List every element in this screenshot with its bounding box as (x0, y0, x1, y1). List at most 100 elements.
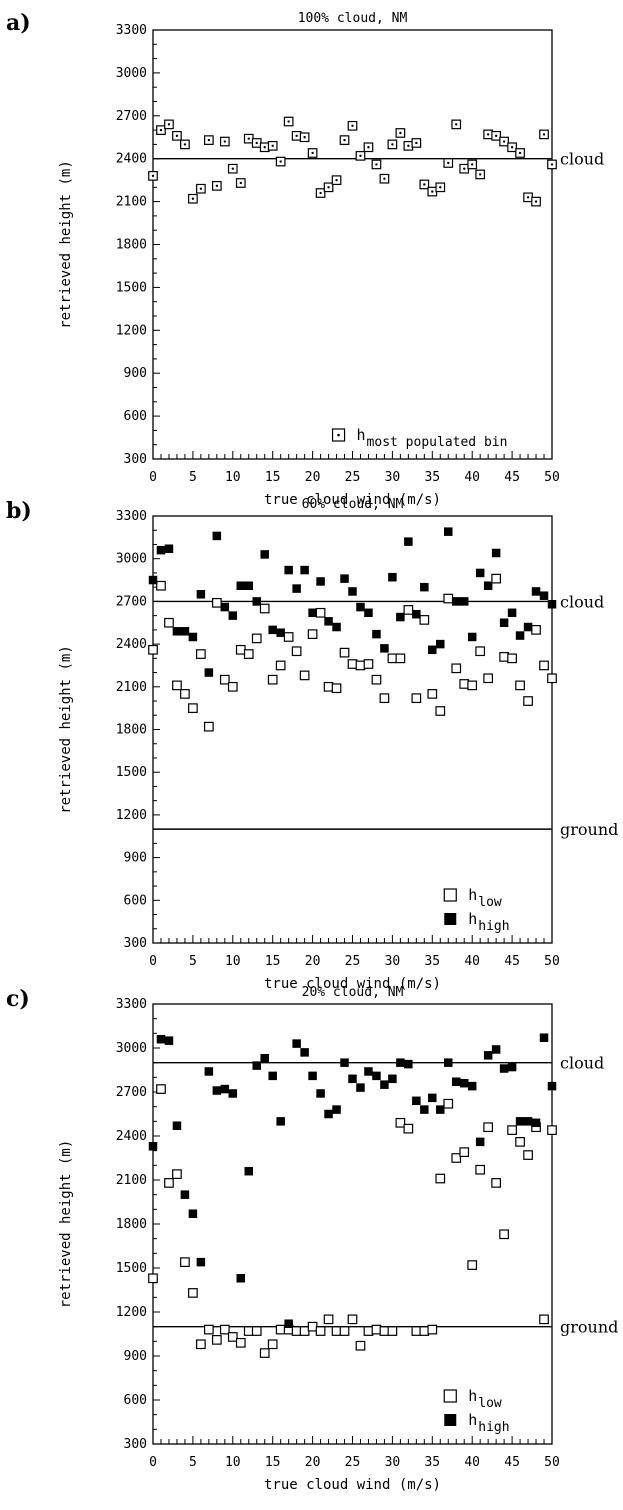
x-tick-label: 25 (345, 954, 361, 969)
x-tick-label: 45 (504, 470, 520, 485)
data-point (220, 602, 230, 612)
data-point-dot (327, 186, 330, 189)
data-point (507, 142, 517, 153)
data-point (371, 674, 382, 685)
data-point (499, 136, 509, 147)
data-point-dot (375, 163, 378, 166)
data-point (227, 681, 238, 692)
x-axis-label: true cloud wind (m/s) (264, 1477, 441, 1493)
data-point (220, 1084, 230, 1094)
data-point (156, 1084, 166, 1094)
data-point-dot (303, 136, 306, 139)
data-point (251, 138, 262, 148)
data-point (308, 608, 317, 618)
data-point (307, 629, 318, 639)
data-point-dot (159, 128, 163, 132)
data-point (363, 659, 374, 669)
data-point (531, 196, 541, 207)
data-point-dot (439, 186, 442, 189)
data-point (235, 1337, 246, 1348)
data-point (219, 674, 230, 685)
data-point (251, 1326, 262, 1336)
data-point-dot (287, 120, 290, 123)
y-tick-label: 1500 (116, 765, 147, 780)
data-point (164, 544, 174, 553)
data-point (243, 649, 254, 659)
data-point (547, 599, 557, 609)
data-point (284, 1319, 293, 1328)
legend-marker (444, 1414, 457, 1426)
legend-entry-low: h low (443, 1387, 502, 1411)
data-point-dot (550, 163, 554, 166)
x-tick-label: 15 (265, 1455, 281, 1470)
reference-label-cloud: cloud (560, 592, 604, 611)
data-point (355, 150, 366, 161)
reference-label-cloud: cloud (560, 150, 604, 169)
data-point (491, 130, 501, 141)
series-low (148, 1084, 557, 1358)
data-point (188, 632, 198, 642)
data-point-dot (471, 163, 474, 166)
data-point (467, 680, 478, 691)
legend-marker (444, 913, 457, 925)
data-point-dot (423, 183, 426, 186)
y-tick-label: 3300 (116, 997, 147, 1012)
data-point (451, 119, 462, 130)
y-tick-label: 600 (124, 409, 147, 424)
data-point (411, 1326, 422, 1336)
series-high (148, 527, 557, 677)
y-tick-label: 1800 (116, 1217, 147, 1232)
data-point (156, 580, 166, 591)
data-point (523, 622, 533, 632)
data-point (299, 670, 310, 681)
x-tick-label: 50 (544, 470, 560, 485)
data-point (539, 591, 549, 600)
data-point (404, 537, 413, 546)
data-point (371, 1324, 382, 1335)
data-point (188, 1209, 198, 1218)
y-tick-label: 2400 (116, 1129, 147, 1144)
data-point (459, 163, 470, 174)
data-point (188, 1288, 198, 1298)
legend-name: h (468, 910, 477, 928)
data-point (444, 1058, 453, 1067)
data-point (363, 1326, 374, 1336)
data-point (475, 568, 485, 578)
y-tick-label: 2100 (116, 1173, 147, 1188)
data-point (395, 1117, 406, 1128)
data-point-dot (502, 140, 506, 143)
y-tick-label: 3000 (116, 66, 147, 81)
chart-title: 100% cloud, NM (298, 11, 408, 26)
data-point (235, 178, 246, 188)
data-point (204, 668, 214, 677)
data-point (436, 639, 445, 649)
data-point-dot (319, 191, 322, 195)
data-point (523, 1117, 533, 1126)
x-axis-label: true cloud wind (m/s) (264, 492, 441, 508)
data-point (379, 173, 390, 184)
data-point (291, 1326, 302, 1336)
chart-title: 60% cloud, NM (302, 497, 404, 512)
x-tick-label: 45 (504, 954, 520, 969)
legend-subscript: low (478, 1396, 502, 1411)
data-point (388, 1074, 397, 1084)
data-point-dot (231, 167, 234, 170)
data-point (483, 673, 494, 684)
data-point (196, 1339, 206, 1350)
data-point-dot (431, 190, 434, 193)
y-tick-label: 1200 (116, 808, 147, 823)
data-point (443, 158, 454, 168)
data-point (364, 1067, 373, 1076)
data-point (291, 130, 302, 141)
data-point (475, 1164, 486, 1175)
x-tick-label: 35 (424, 470, 440, 485)
data-point (164, 119, 174, 130)
y-tick-label: 3300 (116, 509, 147, 524)
data-point (387, 653, 398, 664)
data-point (323, 1314, 334, 1325)
y-tick-label: 2700 (116, 594, 147, 609)
data-point (236, 581, 246, 590)
x-tick-label: 20 (305, 1455, 321, 1470)
data-point (339, 647, 350, 658)
data-point (467, 1260, 478, 1270)
